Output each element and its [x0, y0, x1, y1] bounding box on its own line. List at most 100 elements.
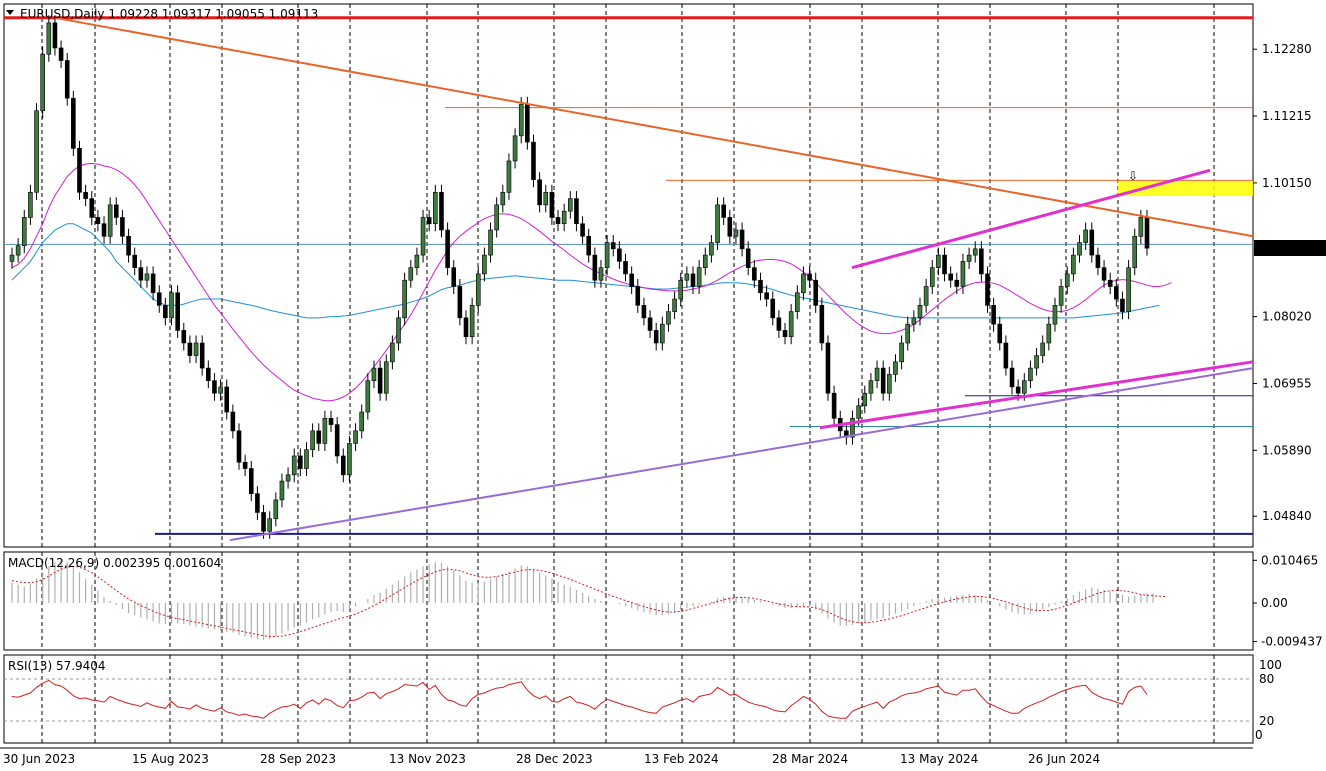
- candle-body: [267, 518, 272, 532]
- candle-body: [113, 204, 119, 218]
- candle-body: [1120, 298, 1125, 312]
- candle-body: [813, 279, 819, 306]
- candle-body: [825, 342, 831, 394]
- candle-body: [1040, 342, 1046, 356]
- candle-body: [365, 380, 371, 413]
- candle-body: [396, 317, 401, 344]
- candle-body: [34, 110, 39, 193]
- candle-body: [218, 386, 223, 394]
- candle-body: [506, 160, 512, 193]
- candle-body: [580, 223, 585, 237]
- candle-body: [40, 53, 45, 112]
- macd-tick-label: 0.00: [1261, 596, 1288, 610]
- candle-body: [1083, 229, 1088, 243]
- candle-body: [414, 254, 420, 268]
- candle-body: [334, 424, 340, 457]
- candle-body: [764, 292, 769, 300]
- candle-body: [150, 273, 156, 294]
- candle-body: [745, 248, 751, 268]
- candle-body: [770, 298, 776, 319]
- candle-body: [819, 305, 825, 344]
- ascending-trendline-pink: [819, 360, 1254, 430]
- candle-body: [408, 267, 414, 281]
- candle-body: [1003, 342, 1009, 369]
- candle-body: [359, 411, 365, 432]
- candle-body: [193, 342, 199, 356]
- candle-body: [298, 455, 303, 469]
- candle-body: [457, 286, 463, 319]
- candle-body: [666, 311, 671, 325]
- rsi-line: [11, 679, 1148, 719]
- candle-body: [132, 254, 138, 268]
- candle-body: [690, 273, 696, 287]
- price-tick-label: 1.11215: [1262, 109, 1312, 123]
- candle-body: [635, 286, 641, 306]
- candle-body: [604, 242, 610, 268]
- candle-body: [206, 367, 211, 381]
- price-tick-label: 1.06955: [1262, 376, 1312, 390]
- price-tick-label: 1.04840: [1262, 509, 1312, 523]
- candle-body: [997, 323, 1003, 344]
- candle-body: [353, 430, 358, 444]
- candle-body: [242, 461, 248, 469]
- candle-body: [991, 305, 996, 325]
- candle-body: [322, 418, 328, 444]
- candle-body: [46, 22, 52, 55]
- candle-body: [1144, 217, 1150, 249]
- fast-moving-average: [11, 162, 1172, 402]
- rsi-tick-label: 0: [1255, 728, 1263, 742]
- candle-body: [561, 210, 567, 225]
- candle-body: [752, 267, 757, 281]
- candle-body: [101, 223, 107, 237]
- candle-body: [120, 217, 125, 237]
- descending-trendline: [54, 16, 1254, 238]
- candle-body: [807, 273, 812, 281]
- candle-body: [874, 367, 880, 381]
- candle-body: [954, 279, 960, 287]
- candle-body: [383, 361, 389, 394]
- candle-body: [567, 198, 573, 212]
- candle-body: [537, 179, 542, 206]
- candle-body: [1034, 355, 1039, 369]
- candle-body: [1107, 279, 1113, 287]
- candle-body: [972, 248, 978, 256]
- candle-body: [340, 455, 346, 476]
- candle-body: [617, 248, 622, 262]
- price-pane: [3, 3, 1254, 548]
- candle-body: [488, 229, 493, 256]
- candle-body: [525, 104, 530, 143]
- candle-body: [794, 292, 800, 312]
- candle-body: [623, 261, 628, 275]
- candle-body: [95, 217, 101, 225]
- candle-body: [727, 217, 733, 237]
- candle-body: [1052, 305, 1058, 325]
- candle-body: [887, 374, 892, 394]
- candle-body: [1089, 229, 1095, 256]
- candle-body: [371, 367, 377, 381]
- candle-body: [880, 367, 886, 394]
- candle-body: [923, 286, 929, 306]
- price-tick-label: 1.12280: [1262, 42, 1312, 56]
- candle-body: [733, 229, 739, 237]
- candle-body: [9, 254, 15, 262]
- candle-body: [181, 330, 187, 344]
- candle-body: [518, 104, 524, 137]
- candle-body: [433, 192, 438, 225]
- candle-body: [672, 298, 677, 312]
- candle-body: [291, 455, 297, 476]
- candle-body: [390, 342, 395, 363]
- candle-body: [1071, 254, 1076, 275]
- candle-body: [163, 305, 168, 319]
- candle-body: [788, 311, 794, 338]
- chart-title: EURUSD,Daily 1.09228 1.09317 1.09055 1.0…: [20, 7, 318, 21]
- candle-body: [420, 217, 426, 256]
- macd-tick-label: 0.010465: [1261, 553, 1318, 567]
- candle-body: [512, 135, 518, 162]
- candle-body: [279, 480, 285, 501]
- slow-moving-average: [11, 223, 1160, 319]
- candle-body: [89, 198, 95, 218]
- candle-body: [574, 198, 579, 225]
- candle-body: [917, 305, 923, 319]
- macd-pane: [3, 551, 1254, 651]
- date-tick-label: 15 Aug 2023: [132, 752, 209, 766]
